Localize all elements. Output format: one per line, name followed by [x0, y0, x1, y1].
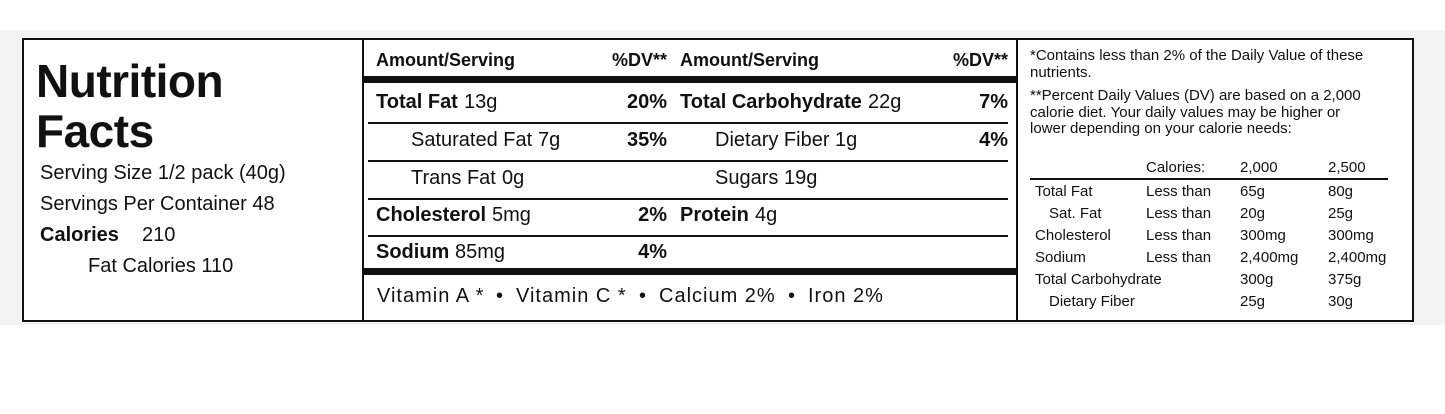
nutrient-amount: 0g — [502, 167, 525, 189]
nutrient-amount: 19g — [784, 167, 818, 189]
dv-header: 2,500 — [1328, 159, 1366, 176]
dv-value: 375g — [1328, 271, 1362, 288]
nutrient-amount: 22g — [868, 91, 902, 113]
nutrient-name: Cholesterol — [376, 204, 487, 226]
header: %DV** — [952, 50, 1008, 70]
daily-value: 4% — [979, 129, 1008, 151]
bullet: • — [496, 285, 504, 307]
dv-name: Total Fat — [1035, 183, 1093, 200]
daily-value: 2% — [638, 204, 667, 226]
nutrient-name: Trans Fat — [411, 167, 496, 189]
bullet: • — [788, 285, 796, 307]
dv-value: 300g — [1240, 271, 1274, 288]
rule — [1030, 178, 1388, 180]
nutrient-name: Sodium — [376, 241, 450, 263]
dv-qualifier: Less than — [1146, 227, 1212, 244]
dv-value: 2,400mg — [1328, 249, 1387, 266]
bullet: • — [639, 285, 647, 307]
dv-qualifier: Less than — [1146, 183, 1212, 200]
servings-per-container: Servings Per Container 48 — [40, 193, 275, 215]
dv-value: 65g — [1240, 183, 1266, 200]
title: Facts — [36, 105, 154, 157]
fat-calories: Fat Calories 110 — [88, 255, 234, 277]
nutrient-amount: 5mg — [492, 204, 531, 226]
dv-qualifier: Less than — [1146, 249, 1212, 266]
vitamin: Iron 2% — [808, 285, 884, 307]
rule — [364, 268, 1016, 275]
footnote: **Percent Daily Values (DV) are based on… — [1030, 87, 1361, 137]
rule — [368, 235, 1008, 237]
daily-value: 35% — [626, 129, 667, 151]
daily-value: 20% — [626, 91, 667, 113]
divider — [1016, 38, 1018, 320]
nutrient-amount: 7g — [538, 129, 561, 151]
nutrient-name: Total Fat — [376, 91, 458, 113]
calories-value: 210 — [142, 224, 176, 246]
vitamin: Vitamin C * — [516, 285, 627, 307]
serving-size: Serving Size 1/2 pack (40g) — [40, 162, 286, 184]
rule — [368, 198, 1008, 200]
nutrient-amount: 1g — [835, 129, 858, 151]
nutrient-name: Total Carbohydrate — [680, 91, 862, 113]
nutrient-amount: 85mg — [455, 241, 506, 263]
daily-value: 4% — [638, 241, 667, 263]
vitamin: Calcium 2% — [659, 285, 776, 307]
dv-value: 25g — [1240, 293, 1266, 310]
dv-value: 300mg — [1328, 227, 1374, 244]
nutrient-amount: 13g — [464, 91, 498, 113]
nutrient-name: Dietary Fiber — [715, 129, 830, 151]
dv-name: Dietary Fiber — [1049, 293, 1135, 310]
dv-qualifier: Less than — [1146, 205, 1212, 222]
divider — [362, 38, 364, 320]
header: %DV** — [611, 50, 667, 70]
dv-value: 80g — [1328, 183, 1354, 200]
rule — [368, 160, 1008, 162]
dv-value: 20g — [1240, 205, 1266, 222]
dv-value: 300mg — [1240, 227, 1286, 244]
rule — [364, 76, 1016, 83]
dv-value: 2,400mg — [1240, 249, 1299, 266]
vitamin: Vitamin A * — [377, 285, 485, 307]
dv-header: Calories: — [1146, 159, 1206, 176]
nutrient-name: Saturated Fat — [411, 129, 533, 151]
dv-name: Sat. Fat — [1049, 205, 1102, 222]
dv-name: Sodium — [1035, 249, 1086, 266]
footnote: *Contains less than 2% of the Daily Valu… — [1030, 47, 1364, 81]
dv-value: 25g — [1328, 205, 1354, 222]
nutrient-amount: 4g — [755, 204, 778, 226]
rule — [368, 122, 1008, 124]
title: Nutrition — [36, 55, 224, 107]
dv-value: 30g — [1328, 293, 1354, 310]
daily-value: 7% — [979, 91, 1008, 113]
dv-header: 2,000 — [1240, 159, 1278, 176]
nutrient-name: Sugars — [715, 167, 779, 189]
calories-label: Calories — [40, 224, 119, 246]
dv-name: Cholesterol — [1035, 227, 1111, 244]
header: Amount/Serving — [680, 50, 820, 70]
dv-name: Total Carbohydrate — [1035, 271, 1162, 288]
header: Amount/Serving — [376, 50, 516, 70]
nutrient-name: Protein — [680, 204, 749, 226]
